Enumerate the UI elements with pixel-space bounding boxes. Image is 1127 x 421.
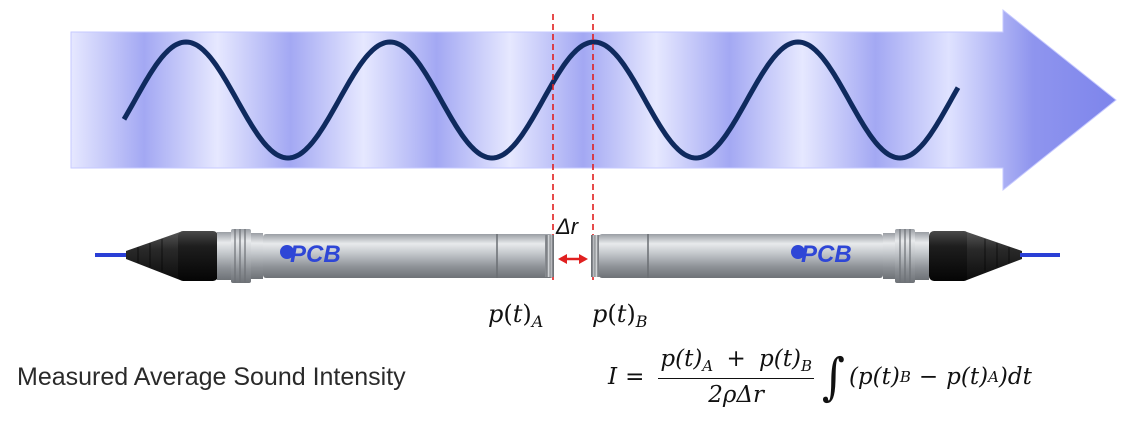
- delta-r-label: Δr: [555, 214, 580, 239]
- double-arrow-icon: [558, 254, 588, 264]
- strain-relief-right: [967, 232, 1022, 280]
- integrand-close: )dt: [998, 364, 1032, 390]
- num-term-b: p(t): [759, 346, 801, 372]
- pressure-label-b: p(t)B: [592, 300, 648, 331]
- caption: Measured Average Sound Intensity: [17, 363, 406, 391]
- formula-equals: =: [625, 364, 645, 390]
- formula-numerator: p(t)A + p(t)B: [658, 346, 814, 379]
- integral-icon: ∫: [822, 347, 845, 407]
- logo-pcb-b: PCB: [801, 241, 852, 268]
- num-sub-a: A: [702, 357, 714, 375]
- formula-fraction: p(t)A + p(t)B 2ρΔr: [658, 346, 814, 408]
- strain-relief-left: [126, 232, 180, 280]
- num-sub-b: B: [800, 357, 812, 375]
- num-plus: +: [726, 346, 746, 372]
- probe-body-b: [599, 234, 883, 278]
- integrand-minus: −: [918, 364, 939, 390]
- logo-pcb-a: PCB: [290, 241, 341, 268]
- formula-denominator: 2ρΔr: [708, 382, 765, 408]
- intensity-formula: I = p(t)A + p(t)B 2ρΔr ∫ (p(t) B − p(t) A …: [608, 342, 1032, 412]
- integrand-sub-a: A: [988, 368, 999, 386]
- integrand-sub-b: B: [899, 368, 911, 386]
- integrand-open: (p(t): [848, 364, 900, 390]
- sound-wave: [121, 39, 961, 161]
- pressure-label-a: p(t)A: [488, 300, 543, 331]
- num-term-a: p(t): [660, 346, 703, 372]
- microphone-probe-b: PCB: [591, 229, 1060, 283]
- integrand-term-a: p(t): [946, 364, 989, 390]
- connector-cap-right: [929, 231, 969, 281]
- probe-body-a: [263, 234, 553, 278]
- microphone-probe-a: PCB: [95, 229, 554, 283]
- connector-cap-left: [178, 231, 218, 281]
- formula-lhs: I: [608, 364, 618, 390]
